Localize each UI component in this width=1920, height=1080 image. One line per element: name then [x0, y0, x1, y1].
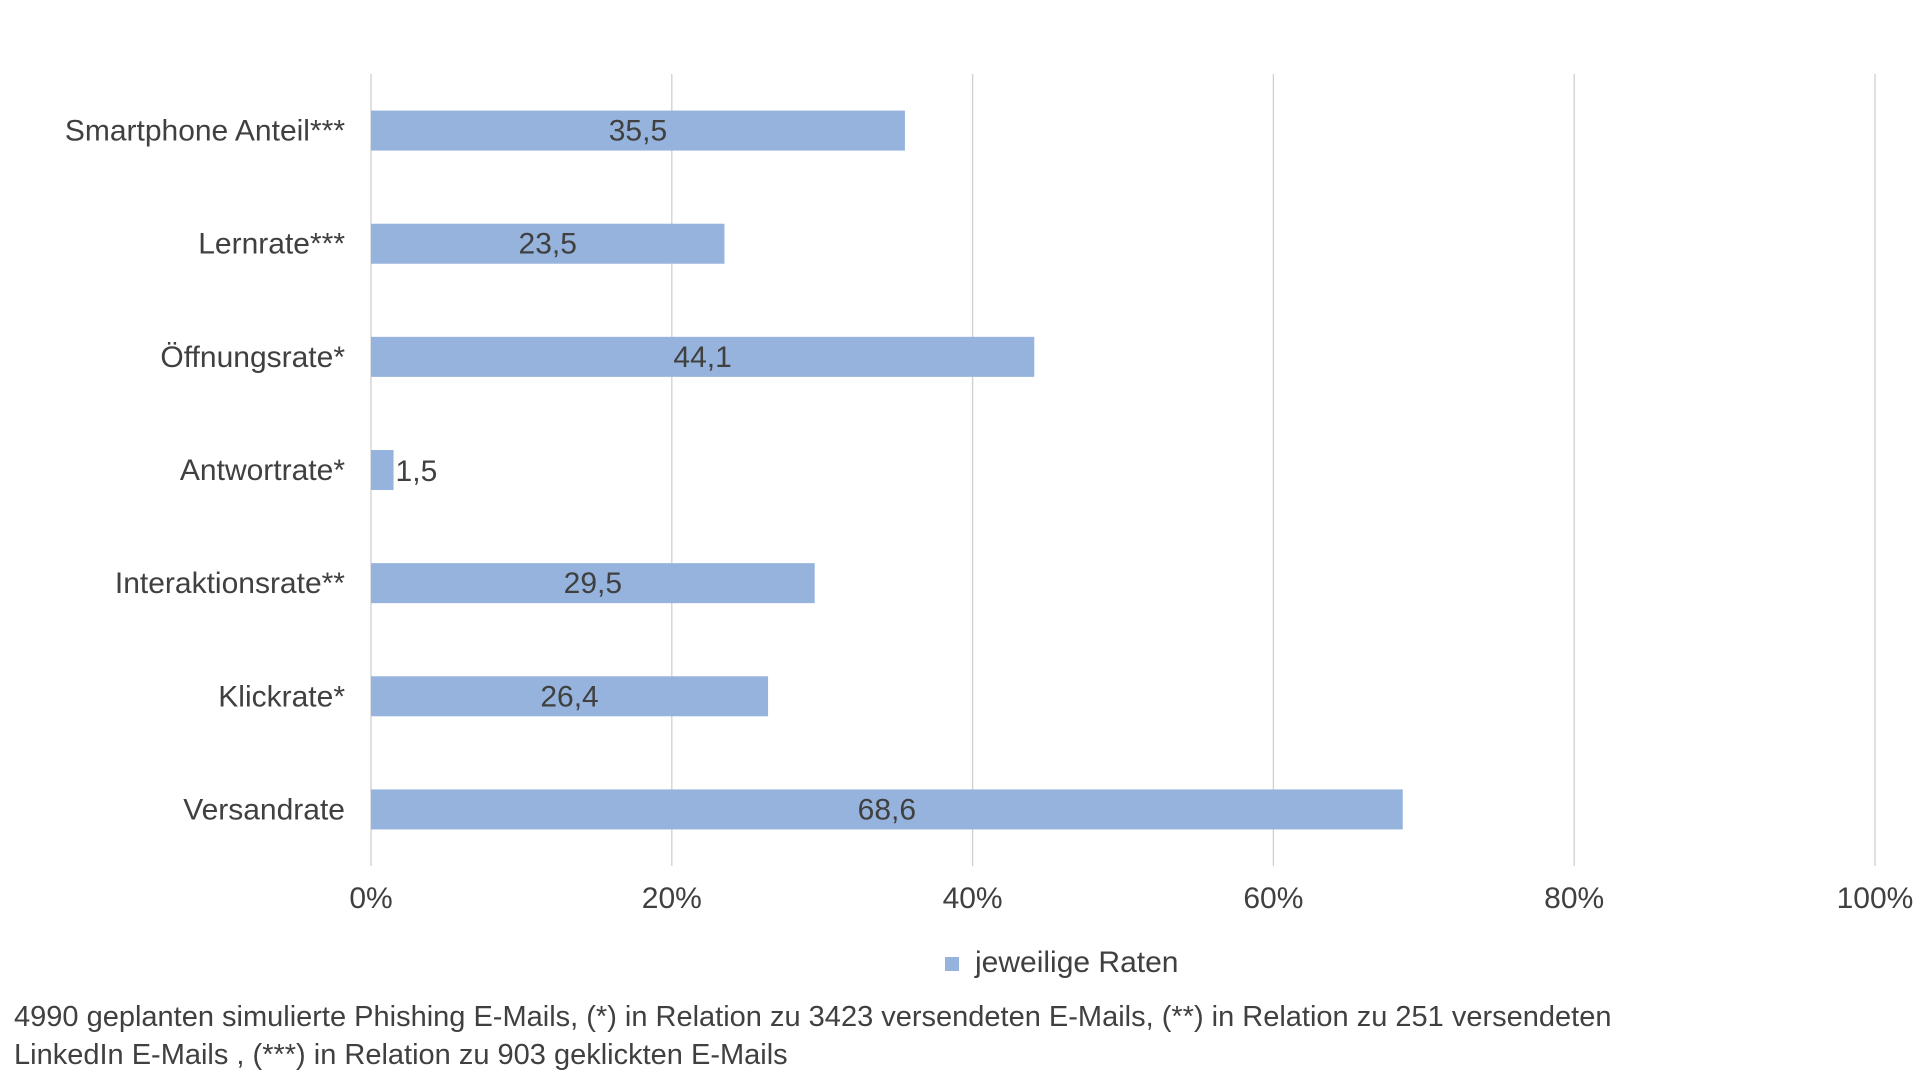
legend-label: jeweilige Raten — [974, 946, 1178, 979]
category-label: Lernrate*** — [198, 228, 345, 261]
x-tick-label: 40% — [943, 882, 1003, 915]
x-tick-label: 60% — [1243, 882, 1303, 915]
category-label: Versandrate — [183, 793, 345, 826]
data-label: 26,4 — [540, 680, 598, 713]
legend-swatch — [945, 957, 959, 971]
data-label: 1,5 — [396, 455, 438, 488]
bar — [371, 110, 905, 151]
bar — [371, 450, 394, 490]
x-tick-label: 20% — [642, 882, 702, 915]
data-label: 35,5 — [609, 115, 667, 148]
footnote-line-2: LinkedIn E-Mails , (***) in Relation zu … — [14, 1039, 788, 1071]
x-tick-label: 80% — [1544, 882, 1604, 915]
data-label: 23,5 — [519, 228, 577, 261]
category-label: Öffnungsrate* — [160, 341, 345, 374]
bar — [371, 789, 1403, 830]
x-tick-label: 100% — [1837, 882, 1914, 915]
category-label: Smartphone Anteil*** — [65, 115, 346, 148]
category-label: Interaktionsrate** — [115, 567, 345, 600]
category-label: Klickrate* — [218, 680, 345, 713]
category-label: Antwortrate* — [180, 454, 345, 487]
bar — [371, 676, 769, 717]
data-label: 44,1 — [673, 341, 731, 374]
chart-footnote: 4990 geplanten simulierte Phishing E-Mai… — [14, 998, 1894, 1074]
bar — [371, 336, 1035, 377]
footnote-line-1: 4990 geplanten simulierte Phishing E-Mai… — [14, 1001, 1612, 1033]
data-label: 29,5 — [564, 567, 622, 600]
bar — [371, 223, 725, 264]
x-tick-label: 0% — [349, 882, 392, 915]
data-label: 68,6 — [858, 793, 916, 826]
bar — [371, 563, 815, 604]
